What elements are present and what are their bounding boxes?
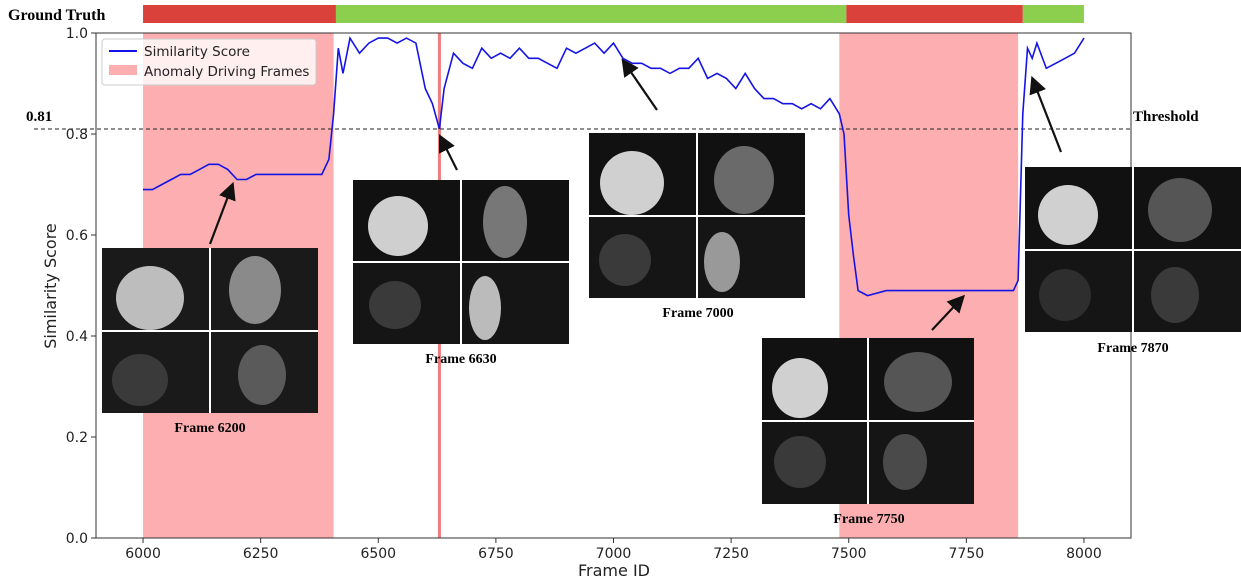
threshold-label: Threshold: [1133, 109, 1199, 125]
y-axis: 0.0 0.2 0.4 0.6 0.8 1.0: [66, 26, 96, 547]
ground-truth-segment-2: [846, 5, 1023, 23]
arrow-frame-7750: [931, 294, 966, 331]
x-tick-label-7500: 7500: [831, 546, 867, 562]
legend-region-swatch: [109, 65, 137, 75]
ground-truth-segment-3: [1022, 5, 1084, 23]
arrow-frame-7000: [621, 58, 658, 111]
x-tick-label-8000: 8000: [1066, 546, 1102, 562]
y-tick-label-0.2: 0.2: [66, 430, 88, 446]
arrow-frame-6630: [439, 134, 458, 171]
frame-label-6630: Frame 6630: [425, 352, 496, 367]
y-axis-title: Similarity Score: [41, 223, 60, 349]
frame-label-6200: Frame 6200: [174, 421, 245, 436]
frame-thumbnail-6200: [102, 248, 318, 413]
legend-box: [101, 38, 317, 86]
x-tick-label-6750: 6750: [478, 546, 514, 562]
x-tick-label-6250: 6250: [243, 546, 279, 562]
y-tick-label-0.6: 0.6: [66, 228, 88, 244]
y-tick-label-0.4: 0.4: [66, 329, 88, 345]
frame-label-7000: Frame 7000: [662, 306, 733, 321]
frame-thumbnail-7000: [589, 133, 805, 298]
x-axis-title: Frame ID: [578, 561, 650, 578]
x-axis: 6000 6250 6500 6750 7000 7250 7500 7750 8000: [125, 538, 1102, 562]
frame-thumbnail-6630: [353, 180, 569, 344]
legend-region-label: Anomaly Driving Frames: [144, 64, 309, 80]
legend-line-label: Similarity Score: [144, 44, 250, 60]
x-tick-label-7000: 7000: [596, 546, 632, 562]
frame-thumbnail-7870: [1025, 167, 1241, 332]
ground-truth-label: Ground Truth: [8, 7, 105, 24]
similarity-score-line: [143, 35, 1085, 297]
threshold-value-label: 0.81: [26, 109, 52, 125]
y-tick-label-0.0: 0.0: [66, 531, 88, 547]
frame-thumbnail-7750: [762, 338, 974, 504]
arrow-frame-7870: [1029, 75, 1063, 153]
y-tick-label-1.0: 1.0: [66, 26, 88, 42]
y-tick-label-0.8: 0.8: [66, 127, 88, 143]
arrow-frame-6200: [208, 181, 236, 245]
ground-truth-segment-1: [335, 5, 847, 23]
x-tick-label-7750: 7750: [949, 546, 985, 562]
x-tick-label-6500: 6500: [360, 546, 396, 562]
x-tick-label-7250: 7250: [713, 546, 749, 562]
ground-truth-bar: [143, 5, 1084, 23]
frame-label-7750: Frame 7750: [833, 512, 904, 527]
ground-truth-segment-0: [143, 5, 336, 23]
legend: Similarity Score Anomaly Driving Frames: [101, 38, 317, 86]
frame-label-7870: Frame 7870: [1097, 341, 1168, 356]
x-tick-label-6000: 6000: [125, 546, 161, 562]
